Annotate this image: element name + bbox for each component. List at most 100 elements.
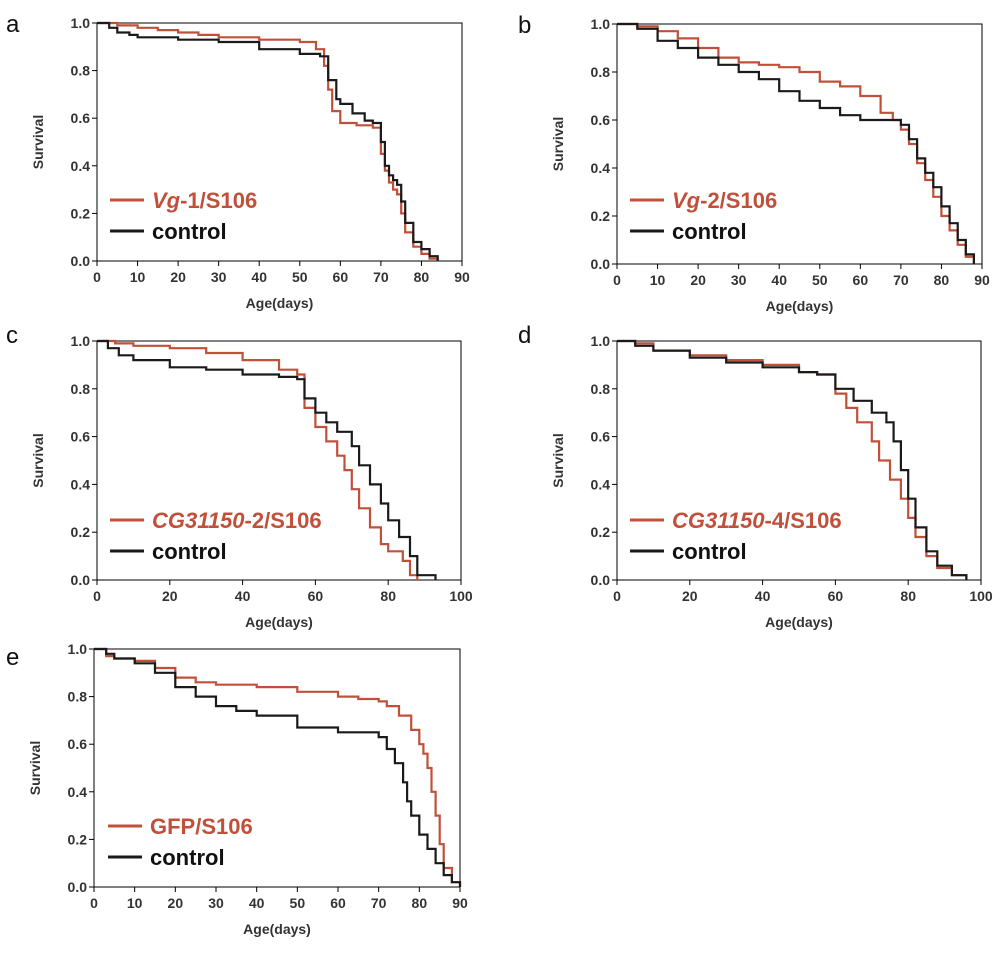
y-tick-label: 0.4 bbox=[591, 476, 611, 492]
x-tick-label: 40 bbox=[249, 895, 265, 911]
x-tick-label: 0 bbox=[93, 269, 101, 285]
x-tick-label: 0 bbox=[93, 588, 101, 604]
x-tick-label: 30 bbox=[208, 895, 224, 911]
y-tick-label: 0.2 bbox=[591, 208, 611, 224]
chart-panel-a: a 0 10 20 30 40 50 60 70 80 90 0.0 0.2 0.4 0.6 0.8 1.0 Ag… bbox=[6, 11, 470, 311]
y-tick-label: 0.2 bbox=[591, 524, 611, 540]
panel-letter: b bbox=[518, 12, 531, 39]
legend-label-control: control bbox=[152, 539, 227, 564]
x-tick-label: 40 bbox=[755, 588, 771, 604]
y-tick-label: 0.0 bbox=[591, 256, 611, 272]
survival-curve-control bbox=[617, 339, 968, 580]
x-tick-label: 20 bbox=[690, 272, 706, 288]
x-tick-label: 50 bbox=[812, 272, 828, 288]
x-tick-label: 60 bbox=[853, 272, 869, 288]
x-tick-label: 100 bbox=[449, 588, 473, 604]
y-tick-label: 0.6 bbox=[71, 110, 91, 126]
y-tick-label: 0.8 bbox=[71, 63, 91, 79]
y-axis-label: Survival bbox=[30, 433, 46, 487]
legend-label-control: control bbox=[672, 539, 747, 564]
x-tick-label: 70 bbox=[371, 895, 387, 911]
x-axis-label: Age(days) bbox=[766, 298, 834, 314]
x-tick-label: 90 bbox=[452, 895, 468, 911]
y-tick-label: 0.4 bbox=[71, 158, 91, 174]
x-tick-label: 100 bbox=[969, 588, 993, 604]
chart-panel-e: e 0 10 20 30 40 50 60 70 80 90 0.0 0.2 0.4 0.6 0.8 1.0 Ag… bbox=[6, 641, 468, 937]
x-tick-label: 70 bbox=[373, 269, 389, 285]
panel-letter: a bbox=[6, 11, 20, 38]
x-tick-label: 20 bbox=[168, 895, 184, 911]
legend-label-control: control bbox=[672, 219, 747, 244]
y-tick-label: 0.2 bbox=[71, 524, 91, 540]
y-tick-label: 0.0 bbox=[71, 572, 91, 588]
x-axis-label: Age(days) bbox=[245, 614, 313, 630]
y-tick-label: 0.4 bbox=[591, 160, 611, 176]
y-tick-label: 0.8 bbox=[71, 381, 91, 397]
y-tick-label: 0.6 bbox=[68, 736, 88, 752]
y-axis-label: Survival bbox=[550, 117, 566, 171]
y-tick-label: 0.0 bbox=[68, 879, 88, 895]
x-tick-label: 70 bbox=[893, 272, 909, 288]
x-tick-label: 90 bbox=[974, 272, 990, 288]
x-tick-label: 40 bbox=[235, 588, 251, 604]
chart-panel-c: c 0 20 40 60 80 100 0.0 0.2 0.4 0.6 0.8 1.0 Age(days)… bbox=[6, 322, 473, 630]
x-tick-label: 90 bbox=[454, 269, 470, 285]
legend-label-treatment: CG31150-2/S106 bbox=[152, 508, 322, 533]
x-tick-label: 30 bbox=[731, 272, 747, 288]
legend-label-treatment: CG31150-4/S106 bbox=[672, 508, 842, 533]
y-tick-label: 0.8 bbox=[68, 689, 88, 705]
survival-curve-control bbox=[97, 339, 437, 580]
x-tick-label: 40 bbox=[771, 272, 787, 288]
y-tick-label: 0.2 bbox=[71, 205, 91, 221]
x-tick-label: 0 bbox=[613, 588, 621, 604]
plot-frame bbox=[96, 22, 463, 262]
legend-label-control: control bbox=[152, 219, 227, 244]
x-tick-label: 80 bbox=[934, 272, 950, 288]
survival-curve-treatment bbox=[97, 21, 439, 261]
x-tick-label: 40 bbox=[251, 269, 267, 285]
x-tick-label: 60 bbox=[828, 588, 844, 604]
y-tick-label: 0.0 bbox=[591, 572, 611, 588]
x-tick-label: 50 bbox=[292, 269, 308, 285]
legend-label-treatment: GFP/S106 bbox=[150, 814, 253, 839]
x-tick-label: 0 bbox=[90, 895, 98, 911]
y-tick-label: 0.6 bbox=[591, 112, 611, 128]
y-tick-label: 1.0 bbox=[71, 333, 91, 349]
survival-curve-control bbox=[94, 647, 462, 887]
x-tick-label: 20 bbox=[170, 269, 186, 285]
x-axis-label: Age(days) bbox=[246, 295, 314, 311]
y-tick-label: 0.8 bbox=[591, 381, 611, 397]
survival-curve-treatment bbox=[617, 22, 975, 264]
y-tick-label: 0.4 bbox=[71, 476, 91, 492]
y-tick-label: 1.0 bbox=[68, 641, 88, 657]
y-tick-label: 1.0 bbox=[591, 16, 611, 32]
y-tick-label: 0.0 bbox=[71, 253, 91, 269]
legend-label-control: control bbox=[150, 845, 225, 870]
x-tick-label: 80 bbox=[414, 269, 430, 285]
chart-panel-d: d 0 20 40 60 80 100 0.0 0.2 0.4 0.6 0.8 1.0 Age(days)… bbox=[518, 322, 993, 630]
x-tick-label: 10 bbox=[650, 272, 666, 288]
panel-letter: e bbox=[6, 644, 19, 671]
x-tick-label: 10 bbox=[127, 895, 143, 911]
y-tick-label: 0.4 bbox=[68, 784, 88, 800]
x-tick-label: 60 bbox=[333, 269, 349, 285]
legend-label-treatment: Vg-2/S106 bbox=[672, 188, 777, 213]
x-axis-label: Age(days) bbox=[765, 614, 833, 630]
y-tick-label: 1.0 bbox=[71, 15, 91, 31]
survival-curve-treatment bbox=[94, 647, 462, 887]
survival-curve-control bbox=[617, 22, 975, 264]
plot-frame bbox=[96, 340, 462, 581]
x-tick-label: 60 bbox=[330, 895, 346, 911]
x-tick-label: 80 bbox=[412, 895, 428, 911]
x-tick-label: 30 bbox=[211, 269, 227, 285]
x-tick-label: 10 bbox=[130, 269, 146, 285]
survival-curve-control bbox=[97, 21, 439, 261]
x-tick-label: 80 bbox=[380, 588, 396, 604]
survival-curve-treatment bbox=[97, 339, 419, 580]
y-tick-label: 0.6 bbox=[591, 429, 611, 445]
legend-label-treatment: Vg-1/S106 bbox=[152, 188, 257, 213]
plot-frame bbox=[93, 648, 461, 888]
x-tick-label: 0 bbox=[613, 272, 621, 288]
x-axis-label: Age(days) bbox=[243, 921, 311, 937]
